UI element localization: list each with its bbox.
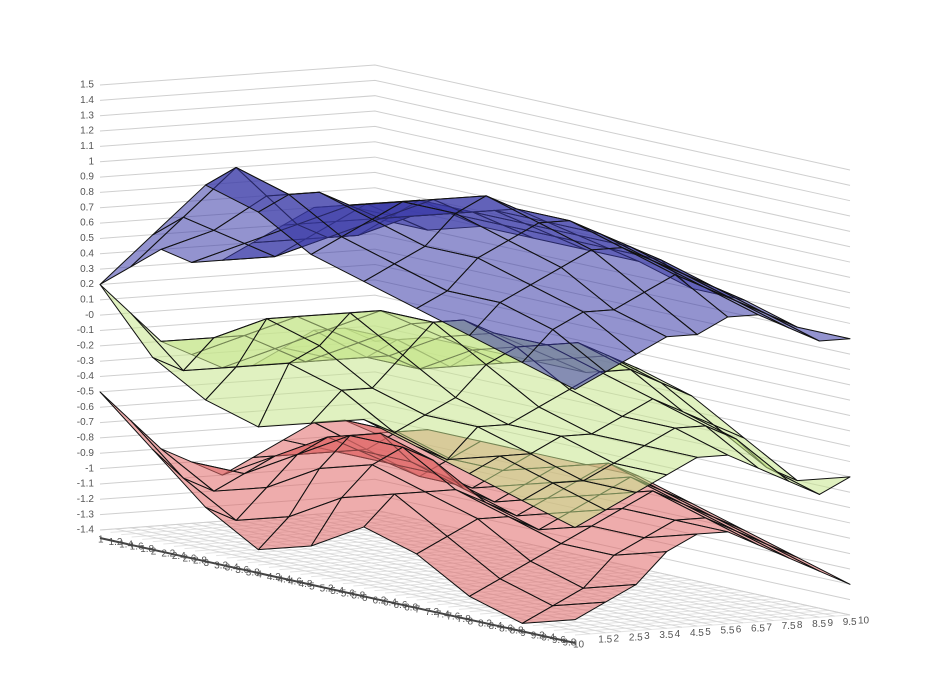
grid-line	[99, 95, 851, 202]
z-tick-label: 0.4	[80, 248, 94, 259]
x-tick-label: 6	[362, 593, 368, 604]
y-tick-label: 3	[644, 631, 650, 642]
grid-line	[99, 110, 851, 217]
z-tick-label: -0.9	[77, 448, 95, 459]
z-tick-label: 1.5	[80, 80, 94, 91]
z-tick-label: 0.3	[80, 264, 94, 275]
z-tick-label: -0.4	[77, 371, 95, 382]
y-tick-label: 8	[797, 620, 803, 631]
x-tick-label: 8	[467, 616, 473, 627]
y-tick-label: 2	[614, 633, 620, 644]
x-tick-label: 10	[573, 640, 585, 651]
x-tick-label: 3	[204, 558, 210, 569]
z-tick-label: -0.1	[77, 325, 95, 336]
x-tick-label: 5	[309, 581, 315, 592]
grid-line	[99, 64, 851, 171]
grid-line	[99, 125, 851, 232]
x-tick-label: 1	[98, 535, 104, 546]
z-tick-label: -0.2	[77, 341, 95, 352]
x-tick-label: 4	[256, 570, 262, 581]
z-tick-label: -0.7	[77, 417, 95, 428]
y-tick-label: 8.5	[812, 619, 826, 630]
z-tick-label: -1.3	[77, 509, 95, 520]
x-tick-label: 7	[415, 605, 421, 616]
z-tick-label: 0.7	[80, 202, 94, 213]
z-tick-label: 1.1	[80, 141, 94, 152]
z-tick-label: 0.8	[80, 187, 94, 198]
z-tick-label: 0.6	[80, 218, 94, 229]
z-tick-label: -1.2	[77, 494, 95, 505]
y-tick-label: 7	[766, 622, 772, 633]
z-tick-label: 1	[88, 156, 94, 167]
y-tick-label: 4	[675, 629, 681, 640]
y-tick-label: 10	[858, 616, 870, 627]
x-axis-line	[99, 537, 576, 644]
y-tick-label: 6.5	[751, 623, 765, 634]
y-tick-label: 3.5	[659, 630, 673, 641]
y-tick-label: 4.5	[690, 628, 704, 639]
z-tick-label: 1.4	[80, 95, 94, 106]
grid-line	[99, 171, 851, 278]
surface-patch	[521, 329, 607, 390]
z-tick-label: 0.9	[80, 172, 94, 183]
z-tick-label: 0.5	[80, 233, 94, 244]
z-tick-label: 0.2	[80, 279, 94, 290]
grid-line	[99, 141, 851, 248]
x-tick-label: 2	[151, 546, 157, 557]
y-tick-label: 1.5	[598, 635, 612, 646]
y-tick-label: 5	[705, 627, 711, 638]
grid-line	[99, 79, 851, 186]
y-tick-label: 2.5	[629, 632, 643, 643]
grid-line	[99, 294, 851, 401]
z-tick-label: -1.1	[77, 479, 95, 490]
surface-patch	[521, 601, 607, 624]
x-tick-label: 9	[520, 628, 526, 639]
surface-patch	[521, 482, 607, 529]
y-tick-label: 9.5	[843, 617, 857, 628]
z-tick-label: -0.5	[77, 387, 95, 398]
z-tick-label: -0	[85, 310, 94, 321]
z-tick-label: 1.2	[80, 126, 94, 137]
y-tick-label: 7.5	[782, 621, 796, 632]
y-tick-label: 9	[827, 618, 833, 629]
y-tick-label: 5.5	[721, 626, 735, 637]
y-tick-label: 6	[736, 625, 742, 636]
z-tick-label: -1.4	[77, 525, 95, 536]
grid-line	[99, 156, 851, 263]
z-tick-label: 0.1	[80, 294, 94, 305]
z-tick-label: -0.6	[77, 402, 95, 413]
z-tick-label: -1	[85, 463, 94, 474]
z-tick-label: -0.8	[77, 433, 95, 444]
z-tick-label: 1.3	[80, 110, 94, 121]
z-tick-label: -0.3	[77, 356, 95, 367]
